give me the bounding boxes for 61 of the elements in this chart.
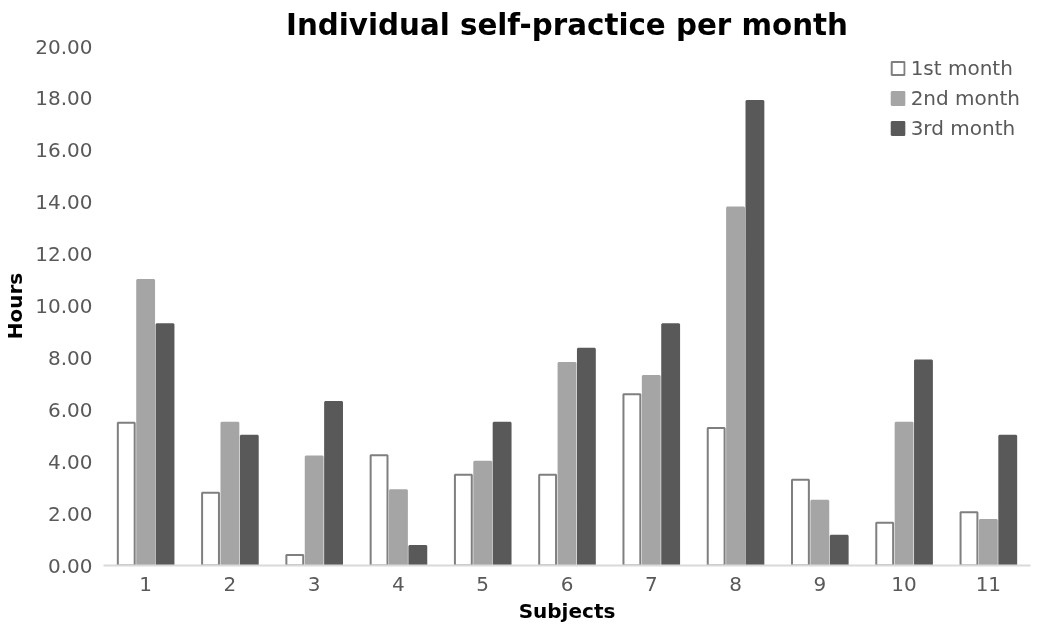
x-tick-label: 6 [560, 571, 574, 596]
bar [324, 401, 343, 566]
bar [155, 323, 175, 566]
chart-title: Individual self-practice per month [286, 7, 849, 42]
bar [408, 545, 428, 566]
x-tick-label: 5 [476, 571, 490, 596]
bar [829, 534, 849, 566]
x-tick-label: 4 [392, 571, 405, 596]
bar [453, 473, 473, 566]
x-tick-label: 8 [729, 571, 742, 596]
bar [220, 421, 240, 566]
bar [576, 347, 596, 566]
bar [978, 519, 998, 566]
bar [875, 521, 895, 566]
x-tick-label: 1 [139, 571, 153, 596]
bar [661, 323, 681, 566]
bar [136, 279, 156, 566]
y-tick-label: 14.00 [35, 190, 93, 215]
x-axis-title: Subjects [518, 598, 616, 623]
bar [285, 554, 305, 566]
bar [389, 489, 408, 566]
legend-label: 2nd month [910, 86, 1020, 110]
y-tick-label: 2.00 [47, 501, 93, 526]
bar [959, 511, 979, 566]
x-tick-label: 11 [975, 571, 1002, 596]
y-tick-label: 4.00 [47, 449, 93, 474]
y-tick-label: 0.00 [47, 553, 93, 578]
y-tick-label: 18.00 [35, 86, 93, 111]
bar [726, 206, 745, 566]
x-tick-label: 2 [223, 571, 237, 596]
bar [894, 421, 914, 566]
x-tick-label: 10 [891, 571, 917, 596]
y-tick-label: 10.00 [35, 294, 93, 318]
legend-label: 3rd month [910, 116, 1016, 140]
bar [745, 100, 765, 566]
bar [201, 491, 220, 566]
bar [914, 359, 933, 566]
bar [239, 434, 259, 566]
bar [304, 455, 324, 566]
legend-label: 1st month [910, 56, 1013, 80]
x-tick-label: 3 [307, 571, 321, 596]
bar [998, 434, 1018, 566]
bar [810, 499, 830, 566]
bar [473, 460, 493, 566]
bar [706, 426, 726, 566]
bar [791, 478, 810, 566]
x-tick-label: 9 [813, 571, 827, 596]
bar [369, 454, 389, 566]
y-tick-label: 20.00 [35, 34, 93, 59]
bar [557, 362, 577, 566]
y-axis-title: Hours [3, 272, 28, 340]
bar [641, 375, 661, 566]
bar [538, 473, 558, 566]
bar [116, 421, 136, 566]
y-tick-label: 12.00 [35, 242, 93, 267]
y-tick-label: 16.00 [35, 138, 93, 163]
bar [492, 421, 512, 566]
y-tick-label: 6.00 [47, 397, 93, 422]
bar [622, 393, 642, 566]
y-tick-label: 8.00 [47, 345, 93, 370]
x-tick-label: 7 [644, 571, 658, 596]
